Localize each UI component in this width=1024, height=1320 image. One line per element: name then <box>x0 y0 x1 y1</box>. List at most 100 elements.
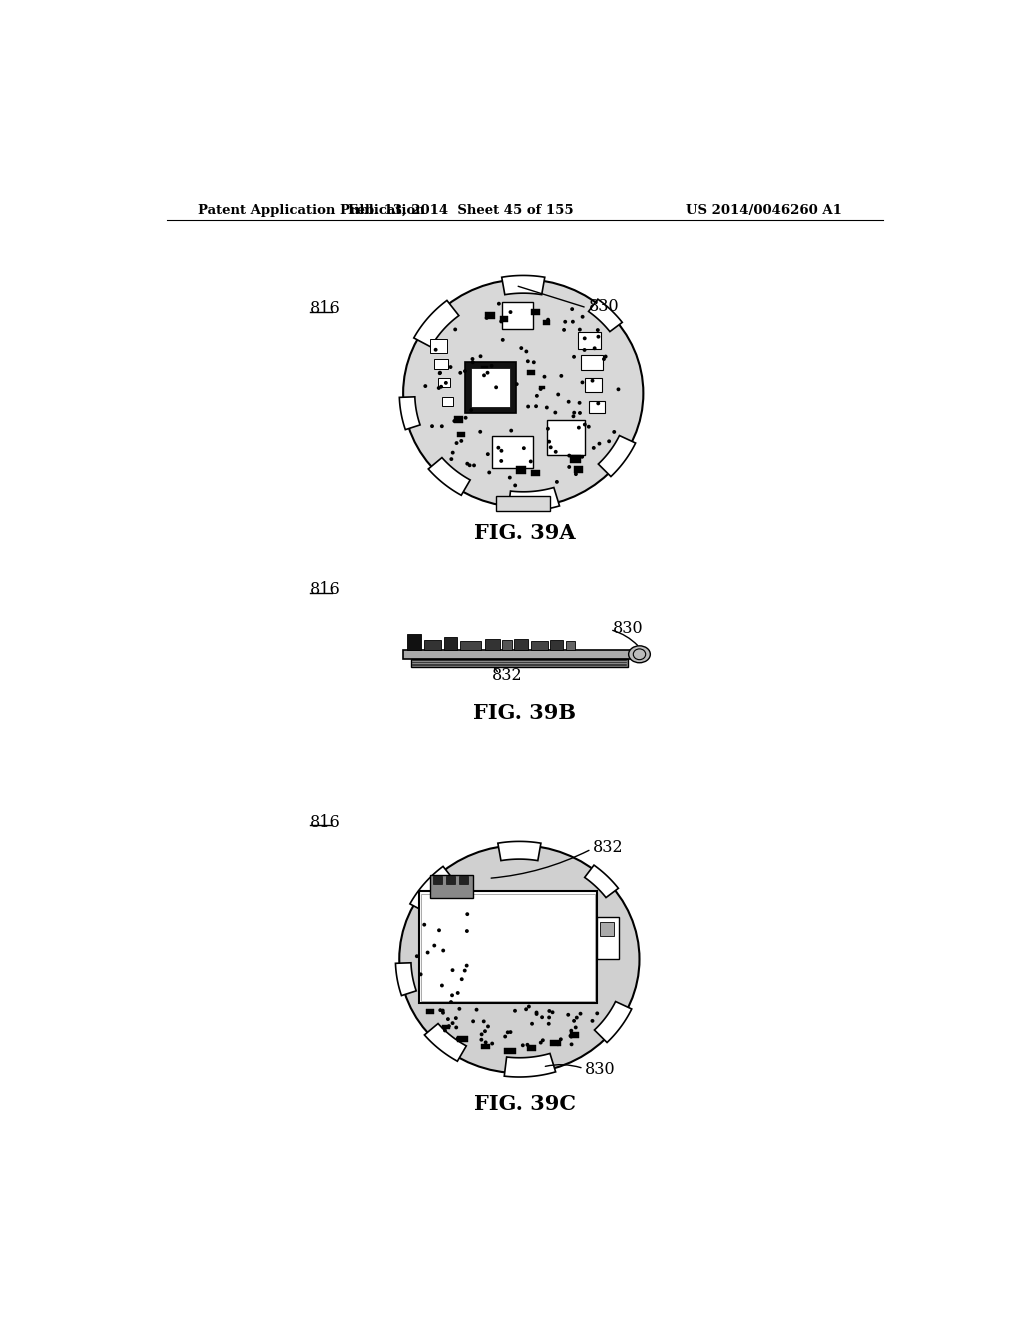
Circle shape <box>471 356 474 360</box>
FancyBboxPatch shape <box>442 397 453 407</box>
Circle shape <box>489 364 494 368</box>
Circle shape <box>591 379 595 383</box>
Circle shape <box>597 335 600 339</box>
Circle shape <box>535 404 538 408</box>
Polygon shape <box>504 1053 556 1077</box>
Circle shape <box>535 1011 539 1015</box>
Circle shape <box>434 348 437 351</box>
FancyBboxPatch shape <box>459 876 468 884</box>
Circle shape <box>513 483 517 487</box>
Circle shape <box>483 1030 486 1034</box>
Text: 832: 832 <box>593 840 624 857</box>
Circle shape <box>524 350 528 354</box>
Circle shape <box>593 346 597 350</box>
Circle shape <box>539 1040 543 1044</box>
Circle shape <box>513 1008 517 1012</box>
Circle shape <box>438 1008 442 1012</box>
FancyBboxPatch shape <box>527 1045 537 1051</box>
FancyBboxPatch shape <box>407 635 421 649</box>
Circle shape <box>465 912 469 916</box>
FancyBboxPatch shape <box>504 1048 516 1053</box>
Circle shape <box>592 446 596 450</box>
Circle shape <box>597 442 601 446</box>
Circle shape <box>568 1034 572 1038</box>
Circle shape <box>482 1019 485 1023</box>
Polygon shape <box>589 300 623 331</box>
FancyBboxPatch shape <box>543 321 550 326</box>
Polygon shape <box>508 487 559 511</box>
Circle shape <box>509 1030 512 1034</box>
Circle shape <box>519 346 523 350</box>
Circle shape <box>526 359 529 363</box>
Circle shape <box>515 383 518 385</box>
Polygon shape <box>399 397 420 429</box>
Circle shape <box>487 470 492 474</box>
Circle shape <box>528 459 532 463</box>
Circle shape <box>443 1028 446 1032</box>
Circle shape <box>437 385 440 389</box>
Circle shape <box>555 480 559 484</box>
Circle shape <box>596 329 600 333</box>
FancyBboxPatch shape <box>547 420 586 455</box>
Circle shape <box>554 450 558 454</box>
Circle shape <box>463 370 467 374</box>
Circle shape <box>441 949 445 953</box>
Circle shape <box>612 430 616 434</box>
Circle shape <box>415 954 419 958</box>
FancyBboxPatch shape <box>438 378 451 387</box>
Circle shape <box>547 440 551 444</box>
Circle shape <box>524 1007 528 1011</box>
Circle shape <box>567 454 571 458</box>
Circle shape <box>572 355 575 359</box>
Circle shape <box>482 374 486 378</box>
Circle shape <box>479 1032 483 1036</box>
FancyBboxPatch shape <box>460 642 481 649</box>
FancyBboxPatch shape <box>589 401 604 412</box>
Circle shape <box>483 1040 487 1044</box>
Circle shape <box>495 385 498 389</box>
Text: FIG. 39C: FIG. 39C <box>474 1094 575 1114</box>
Circle shape <box>446 1018 450 1022</box>
FancyBboxPatch shape <box>430 339 447 354</box>
FancyBboxPatch shape <box>465 363 515 412</box>
FancyBboxPatch shape <box>578 331 601 348</box>
Circle shape <box>485 453 489 457</box>
Circle shape <box>556 1043 560 1047</box>
Circle shape <box>463 969 467 973</box>
Circle shape <box>548 1008 551 1012</box>
Polygon shape <box>424 1023 466 1061</box>
Circle shape <box>539 387 543 391</box>
Circle shape <box>549 445 553 449</box>
Circle shape <box>566 1012 570 1016</box>
FancyBboxPatch shape <box>493 436 532 469</box>
Circle shape <box>563 319 567 323</box>
Circle shape <box>453 418 457 422</box>
Circle shape <box>525 1043 529 1047</box>
Circle shape <box>569 1043 573 1047</box>
Circle shape <box>545 405 549 409</box>
Circle shape <box>497 302 501 306</box>
Circle shape <box>446 1024 451 1028</box>
FancyBboxPatch shape <box>419 891 597 1003</box>
Polygon shape <box>428 458 470 495</box>
Circle shape <box>432 944 436 948</box>
Circle shape <box>465 929 469 933</box>
Circle shape <box>472 463 476 467</box>
FancyBboxPatch shape <box>586 378 602 392</box>
Text: Patent Application Publication: Patent Application Publication <box>198 205 425 218</box>
FancyBboxPatch shape <box>514 639 528 649</box>
Circle shape <box>508 475 512 479</box>
Circle shape <box>583 348 587 352</box>
FancyBboxPatch shape <box>411 659 628 667</box>
Circle shape <box>454 327 457 331</box>
Circle shape <box>602 358 606 360</box>
Ellipse shape <box>403 280 643 507</box>
Circle shape <box>521 1043 524 1047</box>
Polygon shape <box>498 841 541 861</box>
Circle shape <box>464 416 468 420</box>
Circle shape <box>516 470 520 474</box>
FancyBboxPatch shape <box>458 432 465 437</box>
Circle shape <box>572 411 577 414</box>
FancyBboxPatch shape <box>426 1010 434 1014</box>
FancyBboxPatch shape <box>484 639 500 649</box>
